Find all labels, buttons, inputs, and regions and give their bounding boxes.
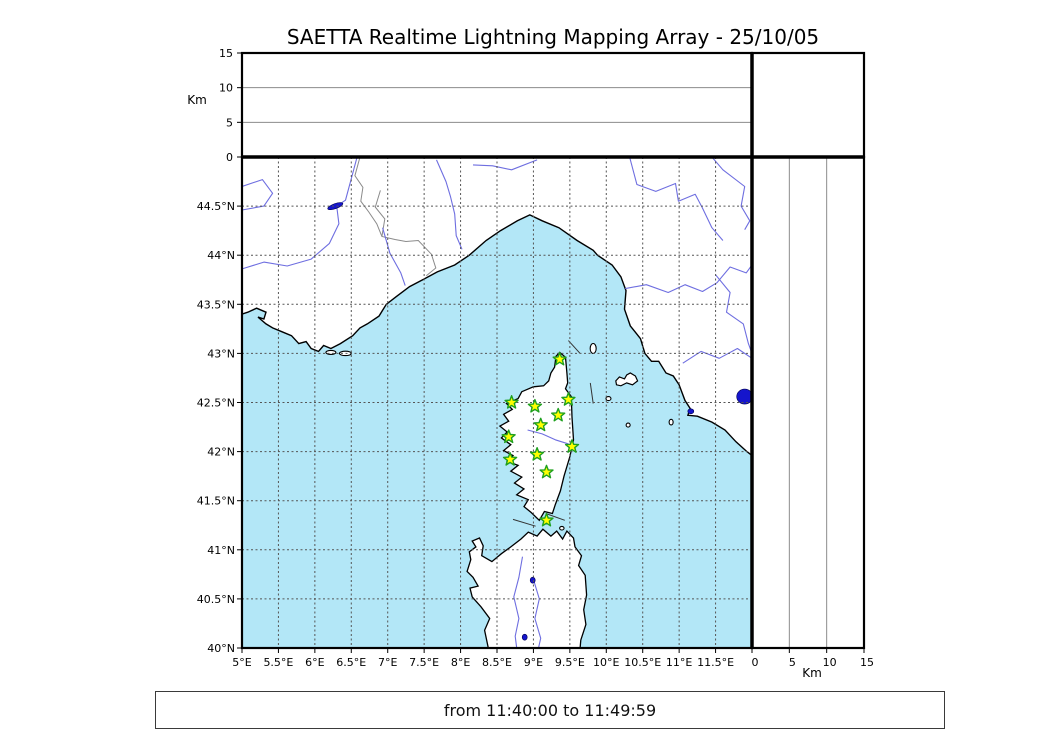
lon-tick-label: 6°E — [305, 656, 324, 669]
alt-tick-label: 15 — [219, 47, 233, 60]
lat-tick-label: 43°N — [207, 347, 235, 360]
small-island — [589, 342, 597, 355]
alt-tick-label: 0 — [226, 151, 233, 164]
lon-tick-label: 10°E — [593, 656, 619, 669]
river — [435, 159, 463, 250]
lake — [521, 633, 528, 641]
river — [382, 227, 406, 286]
alt-tick-label: 10 — [823, 656, 837, 669]
station-star-marker — [539, 464, 554, 479]
lon-tick-label: 11°E — [666, 656, 692, 669]
lat-tick-label: 42.5°N — [197, 397, 235, 410]
station-star-marker — [564, 439, 580, 453]
map-panel — [242, 157, 752, 648]
small-island — [605, 396, 612, 402]
small-island — [559, 525, 565, 531]
elba-island — [615, 372, 639, 387]
alt-tick-label: 5 — [789, 656, 796, 669]
station-star-marker — [533, 417, 548, 432]
small-island — [668, 418, 674, 426]
lon-tick-label: 10.5°E — [624, 656, 661, 669]
time-range-text: from 11:40:00 to 11:49:59 — [443, 700, 657, 720]
river — [472, 159, 538, 171]
river — [682, 347, 752, 364]
station-star-marker — [504, 395, 519, 409]
lake — [687, 408, 695, 415]
altitude-lon-panel — [242, 53, 752, 157]
lon-tick-label: 7°E — [378, 656, 397, 669]
small-island — [625, 422, 631, 428]
river — [711, 157, 751, 230]
lat-tick-label: 44.5°N — [197, 200, 235, 213]
time-range-box: from 11:40:00 to 11:49:59 — [155, 691, 945, 729]
lon-tick-label: 5.5°E — [263, 656, 293, 669]
lon-tick-label: 9°E — [524, 656, 543, 669]
lat-tick-label: 41.5°N — [197, 495, 235, 508]
river — [242, 157, 358, 270]
maritime-segment — [512, 518, 536, 527]
lat-tick-label: 43.5°N — [197, 298, 235, 311]
histogram-panel — [752, 53, 864, 157]
station-star-marker — [539, 512, 554, 527]
lat-tick-label: 40°N — [207, 642, 235, 655]
river — [629, 157, 724, 241]
maritime-segment — [589, 382, 594, 404]
admin-border — [374, 190, 386, 237]
lon-tick-label: 8.5°E — [482, 656, 512, 669]
lat-tick-label: 41°N — [207, 544, 235, 557]
station-star-marker — [502, 452, 518, 466]
station-star-marker — [501, 429, 516, 444]
river — [242, 179, 274, 211]
small-island — [325, 349, 337, 355]
maritime-segment — [545, 513, 565, 521]
lake — [529, 576, 536, 584]
altitude-lat-panel — [752, 157, 864, 648]
lon-tick-label: 9.5°E — [555, 656, 585, 669]
alt-tick-label: 15 — [860, 656, 874, 669]
alt-tick-label: 0 — [752, 656, 759, 669]
km-axis-label: Km — [187, 93, 207, 107]
lon-tick-label: 8°E — [451, 656, 470, 669]
station-star-marker — [561, 392, 576, 406]
lake — [327, 202, 344, 211]
river — [532, 579, 542, 648]
lat-tick-label: 42°N — [207, 446, 235, 459]
lon-tick-label: 7.5°E — [409, 656, 439, 669]
station-star-marker — [527, 398, 543, 413]
lat-tick-label: 44°N — [207, 249, 235, 262]
lat-tick-label: 40.5°N — [197, 593, 235, 606]
river — [513, 556, 524, 648]
lon-tick-label: 11.5°E — [697, 656, 734, 669]
station-star-marker — [529, 447, 545, 461]
km-axis-label: Km — [802, 666, 822, 680]
lake — [736, 388, 752, 405]
river — [625, 264, 752, 294]
lon-tick-label: 5°E — [232, 656, 251, 669]
figure-title: SAETTA Realtime Lightning Mapping Array … — [286, 25, 820, 49]
mainland-coastline — [242, 157, 752, 457]
lon-tick-label: 6.5°E — [336, 656, 366, 669]
alt-tick-label: 10 — [219, 82, 233, 95]
river — [715, 274, 752, 354]
station-star-marker — [551, 407, 566, 422]
alt-tick-label: 5 — [226, 116, 233, 129]
station-star-marker — [552, 351, 567, 366]
